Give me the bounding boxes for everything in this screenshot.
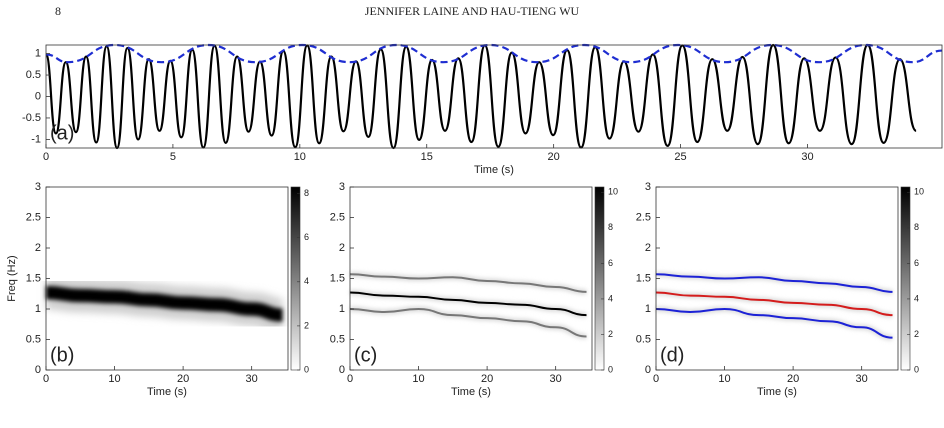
y-tick-label: 2 bbox=[645, 242, 651, 254]
y-tick-label: 1.5 bbox=[26, 272, 41, 284]
x-tick-label: 25 bbox=[674, 151, 686, 163]
x-tick-label: 30 bbox=[550, 373, 562, 385]
colorbar-tick-label: 0 bbox=[914, 364, 919, 374]
colorbar-tick-label: 8 bbox=[304, 188, 309, 198]
colorbar bbox=[900, 186, 911, 371]
y-tick-label: 0 bbox=[35, 364, 41, 376]
x-tick-label: 15 bbox=[421, 151, 433, 163]
colorbar-tick-label: 2 bbox=[608, 329, 613, 339]
colorbar-tick-label: 8 bbox=[914, 222, 919, 232]
x-axis-label: Time (s) bbox=[474, 164, 514, 176]
plot-area bbox=[46, 187, 288, 370]
y-tick-label: 3 bbox=[339, 181, 345, 193]
y-tick-label: 2 bbox=[339, 242, 345, 254]
colorbar-tick-label: 4 bbox=[608, 293, 613, 303]
colorbar-tick-label: 8 bbox=[608, 222, 613, 232]
page-number: 8 bbox=[55, 4, 61, 18]
x-tick-label: 20 bbox=[481, 373, 493, 385]
x-tick-label: 10 bbox=[718, 373, 730, 385]
x-tick-label: 20 bbox=[548, 151, 560, 163]
curve bbox=[655, 273, 893, 293]
y-tick-label: 3 bbox=[35, 181, 41, 193]
y-tick-label: 1 bbox=[339, 303, 345, 315]
envelope-line bbox=[45, 43, 943, 64]
x-axis-label: Time (s) bbox=[757, 386, 797, 398]
y-tick-label: 0.5 bbox=[636, 333, 651, 345]
y-axis-label: Freq (Hz) bbox=[6, 255, 18, 301]
colorbar-tick-label: 2 bbox=[304, 320, 309, 330]
y-tick-label: 2.5 bbox=[26, 211, 41, 223]
y-tick-label: 0 bbox=[645, 364, 651, 376]
panel-label: (c) bbox=[354, 344, 377, 366]
colorbar-tick-label: 4 bbox=[304, 276, 309, 286]
colorbar-tick-label: 2 bbox=[914, 329, 919, 339]
x-tick-label: 30 bbox=[801, 151, 813, 163]
x-tick-label: 0 bbox=[43, 373, 49, 385]
x-tick-label: 10 bbox=[294, 151, 306, 163]
colorbar-tick-label: 0 bbox=[304, 364, 309, 374]
colorbar-tick-label: 6 bbox=[304, 232, 309, 242]
curve bbox=[349, 291, 587, 317]
x-axis-label: Time (s) bbox=[147, 386, 187, 398]
colorbar-tick-label: 10 bbox=[914, 187, 924, 197]
signal-line bbox=[44, 43, 918, 150]
ridge-band bbox=[45, 285, 283, 322]
x-tick-label: 20 bbox=[787, 373, 799, 385]
colorbar-tick-label: 10 bbox=[608, 187, 618, 197]
y-tick-label: -1 bbox=[31, 133, 41, 145]
colorbar-tick-label: 6 bbox=[608, 258, 613, 268]
y-tick-label: 1 bbox=[35, 303, 41, 315]
y-tick-label: 2 bbox=[35, 242, 41, 254]
x-tick-label: 0 bbox=[347, 373, 353, 385]
y-tick-label: 1.5 bbox=[330, 272, 345, 284]
colorbar bbox=[290, 186, 301, 371]
curve bbox=[655, 291, 893, 317]
y-tick-label: 0.5 bbox=[26, 69, 41, 81]
x-tick-label: 30 bbox=[246, 373, 258, 385]
y-tick-label: 0 bbox=[35, 90, 41, 102]
panel-label: (d) bbox=[660, 344, 684, 366]
x-tick-label: 10 bbox=[108, 373, 120, 385]
y-tick-label: -0.5 bbox=[22, 112, 41, 124]
y-tick-label: 0 bbox=[339, 364, 345, 376]
colorbar-tick-label: 4 bbox=[914, 293, 919, 303]
colorbar bbox=[594, 186, 605, 371]
x-tick-label: 10 bbox=[412, 373, 424, 385]
x-tick-label: 0 bbox=[43, 151, 49, 163]
y-tick-label: 3 bbox=[645, 181, 651, 193]
y-tick-label: 2.5 bbox=[636, 211, 651, 223]
y-tick-label: 1 bbox=[645, 303, 651, 315]
y-tick-label: 1.5 bbox=[636, 272, 651, 284]
y-tick-label: 0.5 bbox=[330, 333, 345, 345]
x-tick-label: 20 bbox=[177, 373, 189, 385]
curve bbox=[655, 307, 893, 339]
panel-label: (b) bbox=[50, 344, 74, 366]
colorbar-tick-label: 0 bbox=[608, 364, 613, 374]
x-tick-label: 30 bbox=[856, 373, 868, 385]
x-tick-label: 5 bbox=[170, 151, 176, 163]
y-tick-label: 1 bbox=[35, 47, 41, 59]
curve bbox=[349, 307, 587, 338]
running-title: JENNIFER LAINE AND HAU-TIENG WU bbox=[365, 4, 580, 18]
y-tick-label: 2.5 bbox=[330, 211, 345, 223]
x-tick-label: 0 bbox=[653, 373, 659, 385]
panel-label: (a) bbox=[50, 122, 74, 144]
x-axis-label: Time (s) bbox=[451, 386, 491, 398]
y-tick-label: 0.5 bbox=[26, 333, 41, 345]
curve bbox=[349, 273, 587, 293]
colorbar-tick-label: 6 bbox=[914, 258, 919, 268]
